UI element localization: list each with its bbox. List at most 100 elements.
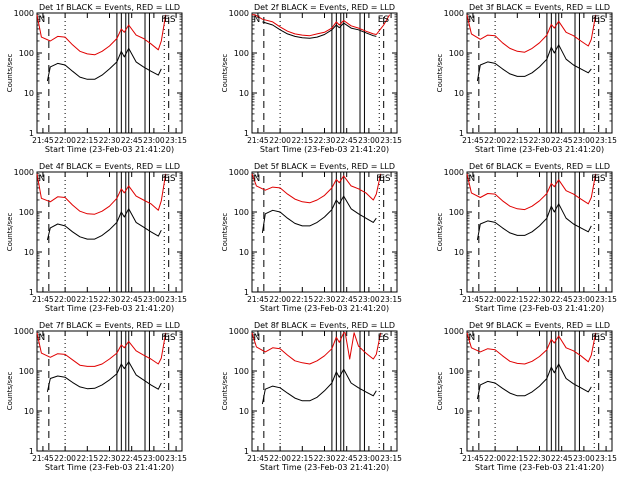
x-tick-label: 23:00 (143, 295, 165, 304)
lld-series-line (466, 332, 597, 365)
flag-annotation: F (376, 174, 381, 184)
x-axis-label: Start Time (23-Feb-03 21:41:20) (475, 145, 604, 154)
y-tick-label: 1 (459, 288, 464, 297)
y-axis-label: Counts/sec (436, 372, 444, 411)
x-tick-label: 22:45 (121, 454, 143, 463)
y-tick-label: 100 (234, 367, 249, 376)
x-tick-label: 22:15 (506, 136, 528, 145)
x-tick-label: 21:45 (462, 136, 484, 145)
x-tick-label: 22:15 (76, 295, 98, 304)
y-tick-label: 100 (19, 49, 34, 58)
y-tick-label: 100 (449, 367, 464, 376)
x-tick-label: 22:15 (76, 136, 98, 145)
x-tick-label: 22:15 (291, 454, 313, 463)
x-tick-label: 23:00 (358, 454, 380, 463)
y-tick-label: 10 (239, 89, 249, 98)
events-series-line (46, 361, 162, 393)
x-tick-label: 21:45 (32, 295, 54, 304)
lld-series-line (251, 332, 382, 365)
x-tick-label: 22:00 (54, 136, 76, 145)
chart-title: Det 1f BLACK = Events, RED = LLD (39, 3, 180, 12)
chart-panel: Det 9f BLACK = Events, RED = LLD 1 10 100 10… (436, 321, 617, 472)
x-axis-label: Start Time (23-Feb-03 21:41:20) (45, 145, 174, 154)
interval-box (116, 12, 122, 134)
flag-annotation: N (38, 15, 45, 25)
y-tick-label: 1000 (14, 327, 34, 336)
x-tick-label: 22:15 (506, 295, 528, 304)
events-series-line (46, 47, 162, 82)
interval-box (116, 171, 122, 293)
x-tick-label: 22:45 (336, 136, 358, 145)
interval-box (555, 330, 560, 452)
flag-annotation: ES (379, 174, 391, 184)
y-tick-label: 10 (454, 407, 464, 416)
y-tick-label: 1000 (444, 327, 464, 336)
y-tick-label: 1 (29, 288, 34, 297)
y-tick-label: 100 (449, 49, 464, 58)
x-axis-label: Start Time (23-Feb-03 21:41:20) (45, 304, 174, 313)
events-series-line (46, 208, 162, 241)
x-tick-label: 23:15 (165, 295, 187, 304)
flag-annotation: F (161, 15, 166, 25)
lld-series-line (466, 14, 597, 53)
y-tick-label: 10 (454, 89, 464, 98)
y-tick-label: 1000 (229, 168, 249, 177)
events-series-line (262, 21, 377, 39)
interval-box (116, 330, 122, 452)
y-tick-label: 1000 (444, 9, 464, 18)
y-tick-label: 1 (244, 129, 249, 138)
x-tick-label: 23:15 (380, 295, 402, 304)
x-tick-label: 22:30 (529, 136, 551, 145)
lld-series-line (252, 14, 391, 37)
interval-box (574, 330, 580, 452)
x-tick-label: 23:00 (143, 454, 165, 463)
y-tick-label: 10 (239, 407, 249, 416)
x-tick-label: 23:15 (380, 136, 402, 145)
y-axis-label: Counts/sec (221, 213, 229, 252)
interval-box (340, 12, 345, 134)
interval-box (125, 12, 130, 134)
events-series-line (261, 368, 377, 405)
x-tick-label: 22:45 (336, 295, 358, 304)
x-tick-label: 23:15 (165, 454, 187, 463)
interval-box (555, 171, 560, 293)
chart-title: Det 9f BLACK = Events, RED = LLD (469, 321, 610, 330)
interval-box (555, 12, 560, 134)
x-tick-label: 23:15 (595, 136, 617, 145)
chart-title: Det 2f BLACK = Events, RED = LLD (254, 3, 395, 12)
chart-title: Det 4f BLACK = Events, RED = LLD (39, 162, 180, 171)
x-tick-label: 22:30 (314, 454, 336, 463)
x-tick-label: 21:45 (32, 136, 54, 145)
chart-panel: Det 8f BLACK = Events, RED = LLD 1 10 100 10… (221, 321, 402, 472)
chart-title: Det 3f BLACK = Events, RED = LLD (469, 3, 610, 12)
lld-series-line (251, 173, 382, 204)
x-axis-label: Start Time (23-Feb-03 21:41:20) (45, 463, 174, 472)
x-axis-label: Start Time (23-Feb-03 21:41:20) (260, 463, 389, 472)
lld-series-line (36, 173, 167, 215)
interval-box (144, 171, 150, 293)
x-tick-label: 21:45 (32, 454, 54, 463)
y-axis-label: Counts/sec (6, 213, 14, 252)
x-tick-label: 22:00 (269, 454, 291, 463)
events-series-line (476, 203, 592, 241)
y-axis-label: Counts/sec (436, 213, 444, 252)
y-tick-label: 100 (19, 367, 34, 376)
y-tick-label: 1 (29, 447, 34, 456)
y-tick-label: 100 (234, 208, 249, 217)
x-axis-label: Start Time (23-Feb-03 21:41:20) (475, 463, 604, 472)
x-tick-label: 22:15 (291, 136, 313, 145)
flag-annotation: ES (378, 15, 390, 25)
x-tick-label: 22:00 (54, 295, 76, 304)
lld-series-line (36, 14, 167, 56)
x-tick-label: 21:45 (247, 136, 269, 145)
chart-panel: Det 2f BLACK = Events, RED = LLD 1 10 100 10… (221, 3, 402, 154)
flag-annotation: F (591, 15, 596, 25)
flag-annotation: ES (594, 174, 606, 184)
x-tick-label: 22:00 (269, 295, 291, 304)
flag-annotation: ES (164, 15, 176, 25)
x-axis-label: Start Time (23-Feb-03 21:41:20) (260, 304, 389, 313)
y-tick-label: 10 (24, 248, 34, 257)
chart-panel: Det 6f BLACK = Events, RED = LLD 1 10 100 10… (436, 162, 617, 313)
chart-panel: Det 5f BLACK = Events, RED = LLD 1 10 100 10… (221, 162, 402, 313)
x-tick-label: 21:45 (247, 295, 269, 304)
